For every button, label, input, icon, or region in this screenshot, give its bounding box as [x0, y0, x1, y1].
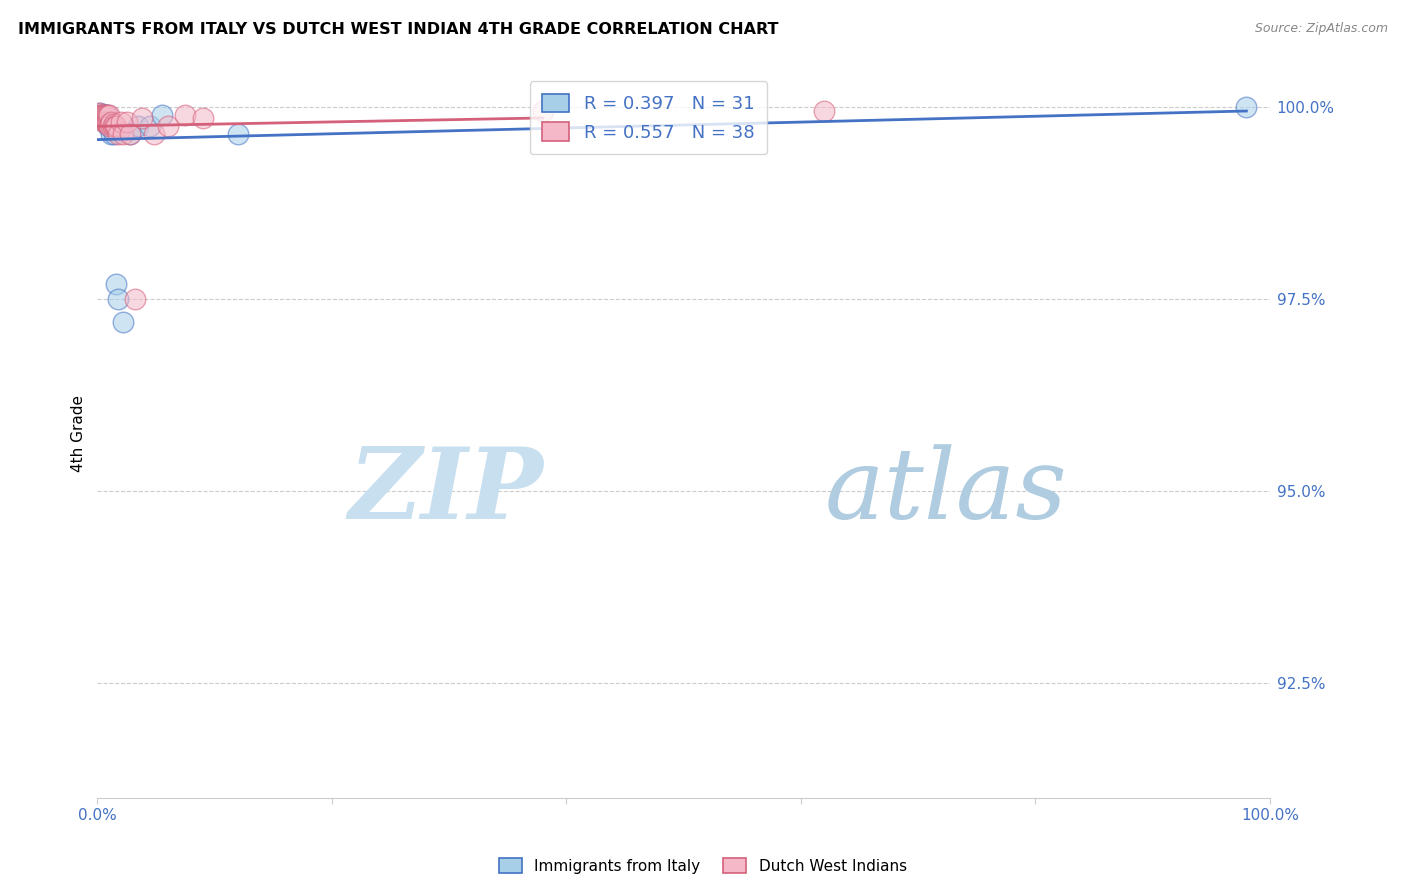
Point — [90, 107, 112, 121]
Point — [531, 103, 554, 118]
Point — [101, 119, 124, 133]
Point — [98, 115, 121, 129]
Point — [91, 112, 114, 126]
Point — [142, 127, 165, 141]
Point — [105, 119, 128, 133]
Point — [90, 107, 112, 121]
Point — [105, 277, 128, 291]
Point — [96, 107, 118, 121]
Point — [174, 107, 197, 121]
Point — [104, 119, 127, 133]
Point — [112, 315, 135, 329]
Point — [813, 103, 835, 118]
Point — [98, 117, 121, 131]
Point — [93, 112, 115, 126]
Point — [97, 119, 120, 133]
Point — [91, 112, 114, 126]
Point — [94, 107, 117, 121]
Point — [101, 123, 124, 137]
Point — [100, 115, 122, 129]
Point — [139, 119, 162, 133]
Point — [1234, 100, 1257, 114]
Point — [90, 109, 112, 123]
Point — [96, 115, 118, 129]
Point — [87, 107, 110, 121]
Point — [120, 127, 142, 141]
Point — [91, 112, 114, 126]
Point — [91, 113, 114, 128]
Point — [107, 127, 129, 141]
Text: atlas: atlas — [824, 444, 1067, 540]
Point — [98, 119, 121, 133]
Point — [98, 119, 121, 133]
Legend: Immigrants from Italy, Dutch West Indians: Immigrants from Italy, Dutch West Indian… — [494, 852, 912, 880]
Point — [120, 127, 142, 141]
Point — [94, 115, 117, 129]
Point — [91, 107, 114, 121]
Point — [150, 107, 173, 121]
Point — [97, 107, 120, 121]
Point — [91, 109, 114, 123]
Point — [191, 112, 214, 126]
Point — [103, 127, 125, 141]
Legend: R = 0.397   N = 31, R = 0.557   N = 38: R = 0.397 N = 31, R = 0.557 N = 38 — [530, 81, 768, 154]
Point — [100, 127, 122, 141]
Point — [98, 107, 121, 121]
Point — [112, 127, 135, 141]
Text: Source: ZipAtlas.com: Source: ZipAtlas.com — [1254, 22, 1388, 36]
Point — [89, 106, 111, 120]
Point — [127, 119, 149, 133]
Point — [94, 112, 117, 126]
Point — [107, 292, 129, 306]
Point — [90, 109, 112, 123]
Point — [131, 112, 153, 126]
Point — [93, 109, 115, 123]
Text: IMMIGRANTS FROM ITALY VS DUTCH WEST INDIAN 4TH GRADE CORRELATION CHART: IMMIGRANTS FROM ITALY VS DUTCH WEST INDI… — [18, 22, 779, 37]
Y-axis label: 4th Grade: 4th Grade — [72, 395, 86, 472]
Point — [91, 107, 114, 121]
Point — [97, 117, 120, 131]
Point — [93, 109, 115, 123]
Point — [115, 115, 138, 129]
Point — [94, 107, 117, 121]
Point — [103, 117, 125, 131]
Point — [91, 107, 114, 121]
Point — [124, 292, 146, 306]
Point — [97, 115, 120, 129]
Point — [96, 117, 118, 131]
Point — [226, 127, 249, 141]
Point — [89, 112, 111, 126]
Point — [156, 119, 179, 133]
Point — [110, 115, 132, 129]
Point — [93, 113, 115, 128]
Text: ZIP: ZIP — [347, 443, 543, 540]
Point — [96, 109, 118, 123]
Point — [87, 106, 110, 120]
Point — [89, 107, 111, 121]
Point — [91, 107, 114, 121]
